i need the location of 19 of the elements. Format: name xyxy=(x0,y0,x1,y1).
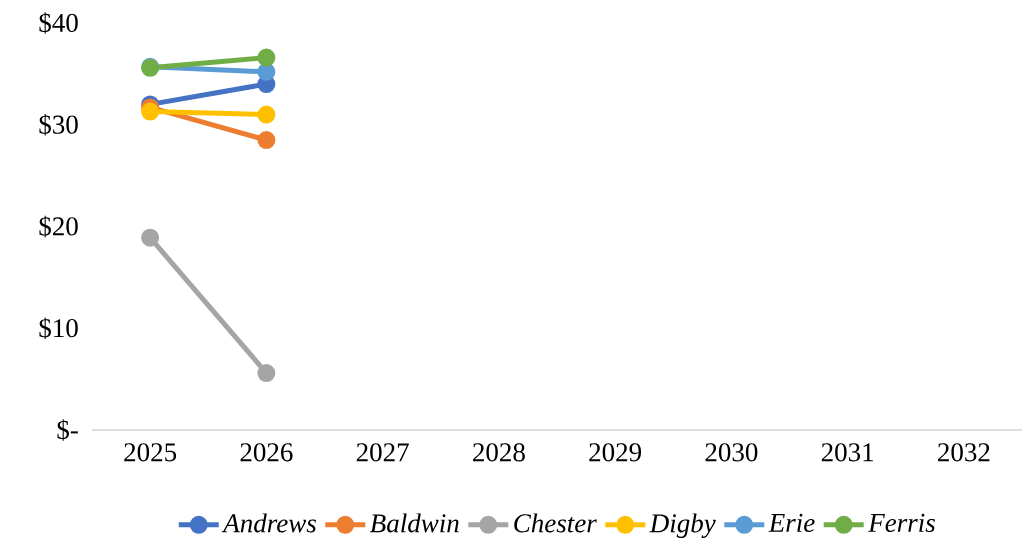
legend-label: Digby xyxy=(649,513,716,539)
legend-label: Ferris xyxy=(868,513,935,533)
y-tick-label: $30 xyxy=(39,113,78,136)
x-tick-label: 2029 xyxy=(589,443,642,462)
x-tick-label: 2030 xyxy=(705,443,758,462)
y-tick-label: $10 xyxy=(39,317,78,340)
y-tick-label: $- xyxy=(57,419,78,441)
legend-label: Baldwin xyxy=(370,513,459,533)
x-tick-label: 2028 xyxy=(473,443,525,462)
x-tick-label: 2031 xyxy=(821,443,874,462)
x-tick-label: 2025 xyxy=(124,443,177,462)
legend-label: Erie xyxy=(768,513,815,533)
x-tick-label: 2032 xyxy=(938,443,990,462)
x-tick-label: 2027 xyxy=(356,443,409,462)
y-tick-label: $20 xyxy=(39,215,78,238)
legend-label: Chester xyxy=(514,513,597,533)
x-tick-label: 2026 xyxy=(240,443,293,462)
y-tick-label: $40 xyxy=(39,12,78,34)
legend-label: Andrews xyxy=(221,513,316,533)
